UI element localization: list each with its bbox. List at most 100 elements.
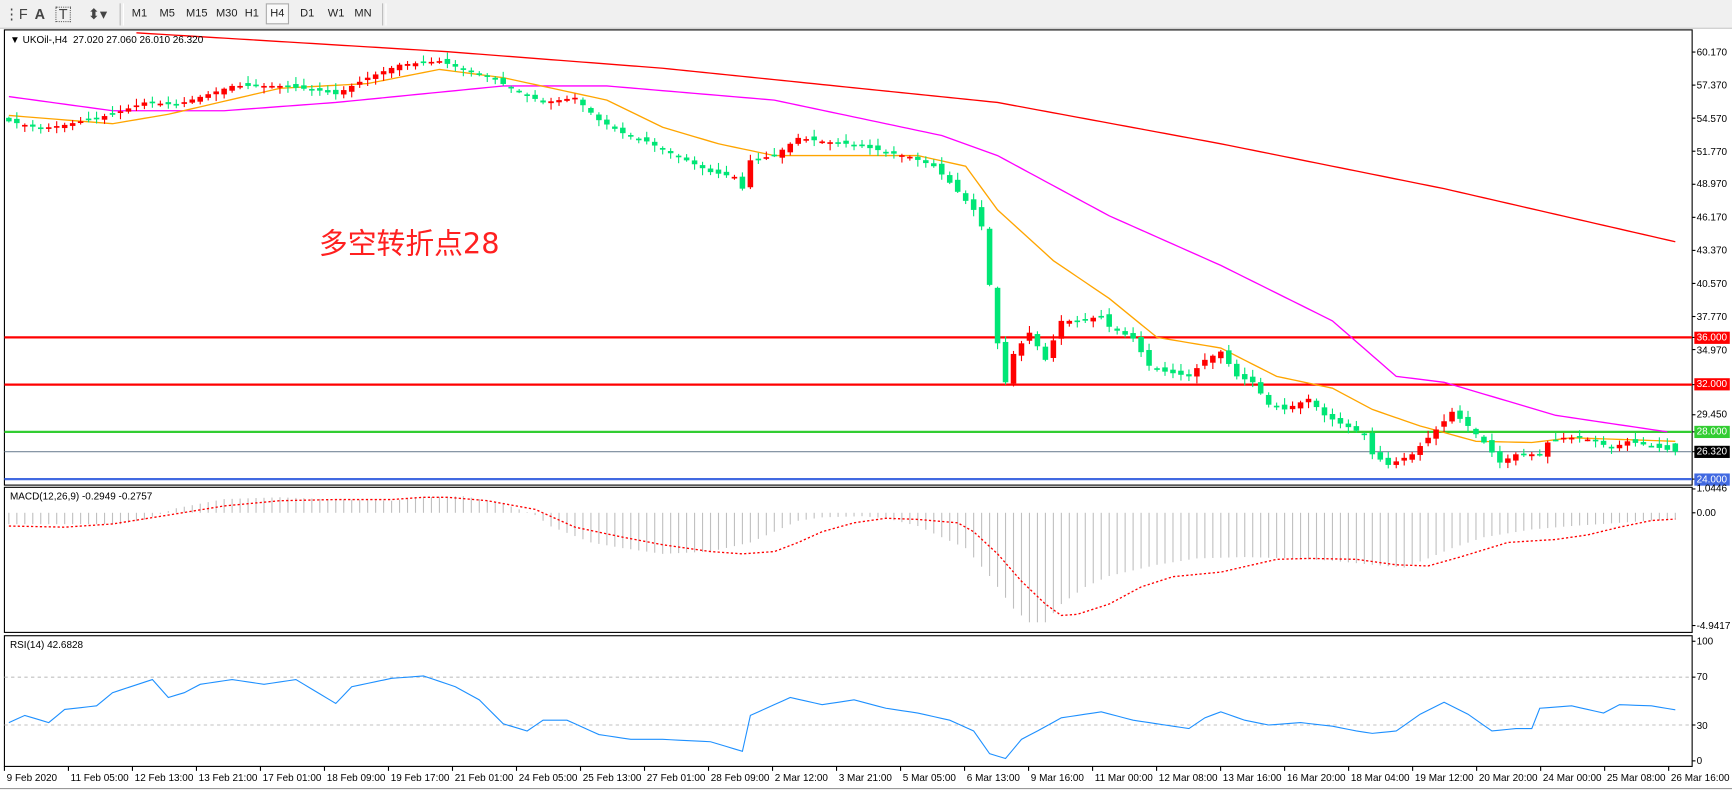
- time-tick-label: 17 Feb 01:00: [262, 771, 322, 784]
- time-tick-label: 18 Feb 09:00: [326, 771, 386, 784]
- text-icon[interactable]: A: [34, 5, 46, 23]
- candle-bearish: [978, 207, 985, 227]
- candle-bearish: [1497, 451, 1503, 463]
- candle-bearish: [468, 70, 475, 73]
- rsi-tick-label: 100: [1696, 635, 1714, 647]
- candle-bearish: [1249, 376, 1256, 383]
- candle-bullish: [237, 85, 243, 88]
- candle-bearish: [771, 154, 778, 157]
- timeframe-h4[interactable]: H4: [265, 3, 289, 25]
- candle-bullish: [1090, 317, 1097, 322]
- candle-bearish: [1186, 374, 1192, 377]
- candle-bullish: [779, 149, 786, 158]
- time-tick-label: 26 Mar 16:00: [1670, 771, 1730, 784]
- candle-bearish: [859, 144, 865, 147]
- candle-bullish: [69, 123, 76, 126]
- candle-bearish: [946, 175, 953, 183]
- candle-bearish: [1154, 368, 1160, 370]
- candle-bullish: [205, 94, 211, 98]
- period-separator-icon[interactable]: ⋮F: [4, 5, 28, 23]
- timeframe-w1[interactable]: W1: [327, 7, 345, 20]
- candle-bullish: [795, 137, 801, 144]
- candle-bearish: [659, 147, 666, 150]
- price-tick-label: 48.970: [1696, 178, 1728, 190]
- candle-bearish: [1345, 423, 1352, 428]
- time-tick-label: 9 Mar 16:00: [1030, 771, 1084, 784]
- timeframe-m1[interactable]: M1: [131, 7, 148, 20]
- arrows-icon[interactable]: ⬍▾: [87, 5, 108, 23]
- candle-bearish: [1074, 320, 1081, 323]
- candle-bearish: [867, 144, 873, 149]
- candle-bullish: [101, 116, 108, 120]
- candle-bearish: [93, 117, 100, 120]
- candle-bearish: [173, 103, 180, 106]
- candle-bearish: [1138, 337, 1144, 353]
- candle-bearish: [253, 84, 259, 87]
- candle-bullish: [1018, 343, 1025, 356]
- candle-bearish: [715, 169, 722, 174]
- candle-bullish: [1529, 454, 1535, 457]
- candle-bullish: [117, 111, 124, 113]
- candle-bearish: [444, 58, 451, 64]
- candle-bearish: [333, 89, 339, 95]
- timeframe-m30[interactable]: M30: [215, 7, 238, 20]
- timeframe-d1[interactable]: D1: [300, 7, 315, 20]
- candle-bearish: [620, 127, 626, 134]
- candle-bullish: [428, 61, 435, 64]
- candle-bearish: [1273, 405, 1280, 408]
- price-tick-label: 54.570: [1696, 112, 1728, 124]
- candle-bearish: [1130, 333, 1136, 339]
- macd-signal-line: [8, 496, 1676, 617]
- text-label-icon[interactable]: T: [55, 7, 71, 23]
- candle-bearish: [883, 151, 889, 154]
- candle-bullish: [1433, 429, 1439, 439]
- candle-bearish: [420, 61, 427, 64]
- candle-bullish: [1393, 461, 1400, 465]
- timeframe-mn[interactable]: MN: [354, 7, 372, 20]
- candle-bullish: [1066, 320, 1073, 324]
- timeframe-m15[interactable]: M15: [186, 7, 208, 20]
- candle-bearish: [723, 171, 730, 176]
- candle-bearish: [699, 165, 706, 169]
- candle-bullish: [763, 157, 770, 159]
- time-tick-label: 13 Mar 16:00: [1222, 771, 1282, 784]
- candle-bullish: [1297, 402, 1304, 409]
- price-level-tag: 32.000: [1694, 378, 1730, 391]
- candle-bullish: [1010, 353, 1017, 384]
- macd-pane-border: [3, 486, 1693, 633]
- candle-bullish: [261, 85, 267, 88]
- toolbar: ⋮F A T ⬍▾ M1 M5 M15 M30 H1 H4 D1 W1 MN: [0, 0, 1732, 29]
- candle-bearish: [1098, 315, 1104, 318]
- rsi-line: [8, 675, 1676, 760]
- candle-bearish: [675, 155, 682, 158]
- candle-bearish: [452, 64, 459, 67]
- ma-fast-line: [8, 68, 1676, 444]
- candle-bearish: [1465, 416, 1471, 426]
- candle-bearish: [875, 145, 881, 151]
- price-level-tag: 36.000: [1694, 331, 1730, 344]
- candle-bearish: [325, 90, 331, 93]
- collapse-triangle-icon[interactable]: ▼: [9, 34, 23, 46]
- time-tick-label: 20 Mar 20:00: [1478, 771, 1538, 784]
- annotation-text[interactable]: 多空转折点28: [318, 228, 500, 262]
- symbol-ohlc-label: UKOil-,H4 27.020 27.060 26.010 26.320: [22, 34, 204, 46]
- candle-bearish: [1536, 453, 1543, 456]
- timeframe-h1[interactable]: H1: [244, 7, 259, 20]
- candle-bearish: [245, 83, 251, 86]
- candle-bearish: [1226, 350, 1232, 364]
- time-tick-label: 3 Mar 21:00: [838, 771, 892, 784]
- timeframe-m5[interactable]: M5: [159, 7, 175, 20]
- candle-bearish: [37, 127, 44, 130]
- price-level-tag: 24.000: [1694, 472, 1730, 486]
- candle-bearish: [643, 137, 650, 142]
- candle-bearish: [843, 140, 849, 144]
- candle-bearish: [1385, 457, 1392, 465]
- candle-bearish: [1257, 382, 1264, 394]
- time-tick-label: 21 Feb 01:00: [454, 771, 514, 784]
- candle-bullish: [181, 102, 188, 104]
- candle-bearish: [6, 117, 12, 122]
- candle-bearish: [1321, 407, 1328, 416]
- candle-bullish: [1026, 332, 1033, 341]
- candle-bullish: [412, 63, 419, 67]
